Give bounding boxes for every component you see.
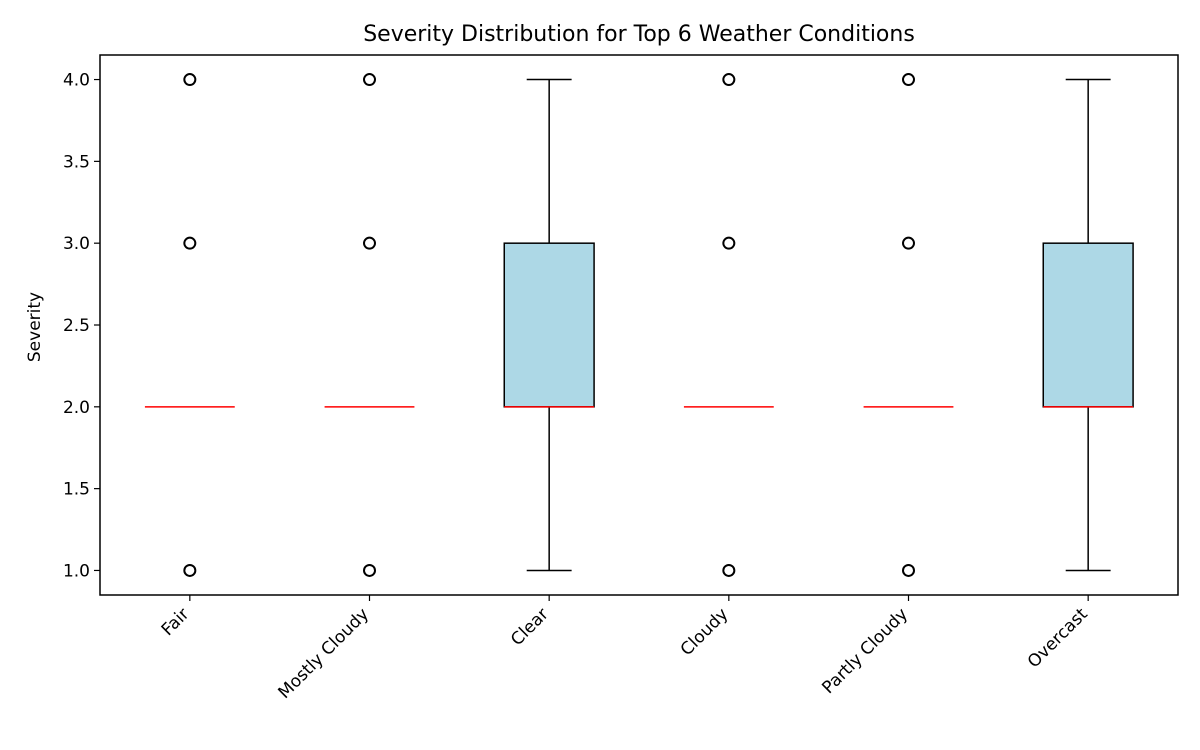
x-tick-label: Overcast — [1024, 604, 1092, 672]
outlier-point — [183, 563, 197, 577]
box-body — [1042, 242, 1134, 408]
chart-title: Severity Distribution for Top 6 Weather … — [363, 22, 915, 47]
y-tick-label: 1.0 — [63, 561, 90, 581]
y-tick-label: 1.5 — [63, 480, 90, 500]
outlier-point — [902, 73, 915, 87]
y-tick-label: 2.0 — [63, 398, 90, 418]
outlier-point — [902, 563, 915, 577]
y-tick-label: 3.0 — [63, 234, 90, 254]
outlier-point — [722, 563, 736, 577]
outlier-point — [902, 236, 915, 250]
plot-frame — [99, 54, 1179, 596]
x-tick-label: Cloudy — [677, 604, 733, 660]
box-group — [863, 73, 954, 577]
x-tick-label: Mostly Cloudy — [274, 604, 373, 703]
outlier-point — [722, 73, 736, 87]
outlier-point — [363, 73, 376, 87]
boxes-layer — [144, 73, 1134, 577]
y-tick-label: 3.5 — [63, 152, 90, 172]
y-axis-label: Severity — [25, 292, 45, 362]
y-tick-label: 2.5 — [63, 316, 90, 336]
outlier-point — [363, 236, 376, 250]
x-axis: Fair Mostly Cloudy Clear Cloudy Partly Cloud… — [158, 595, 1092, 703]
box-group — [683, 73, 774, 577]
box-group — [324, 73, 415, 577]
outlier-point — [183, 236, 197, 250]
x-tick-label: Partly Cloudy — [818, 604, 912, 698]
y-tick-label: 4.0 — [63, 71, 90, 91]
box-group — [144, 73, 235, 577]
x-tick-label: Fair — [158, 604, 194, 640]
outlier-point — [183, 73, 197, 87]
outlier-point — [363, 563, 376, 577]
x-tick-label: Clear — [507, 604, 553, 650]
box-group — [1042, 78, 1134, 572]
box-body — [503, 242, 595, 408]
y-axis: 1.0 1.5 2.0 2.5 3.0 3.5 4.0 — [63, 71, 100, 581]
box-group — [503, 78, 595, 572]
outlier-point — [722, 236, 736, 250]
